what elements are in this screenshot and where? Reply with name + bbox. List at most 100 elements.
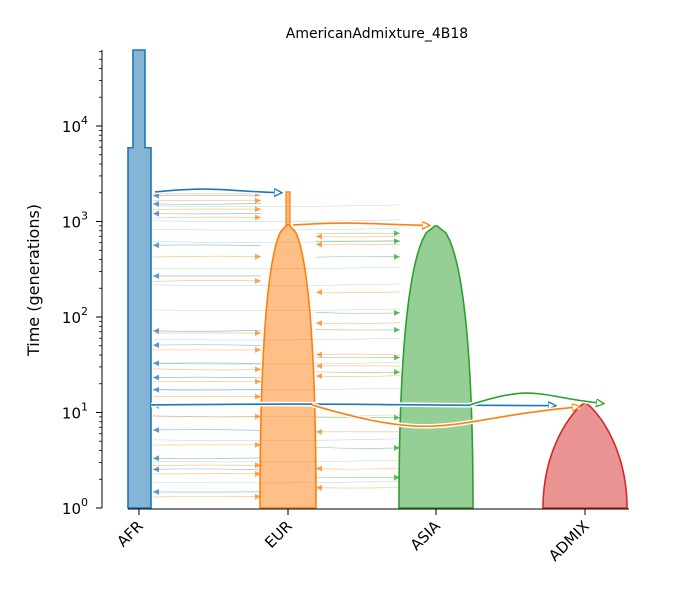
migration-line [152,244,262,246]
migration-arrowhead [394,238,400,245]
migration-arrowhead [153,426,159,433]
y-minor-ticks [99,51,102,480]
migration-line [152,219,401,222]
migration-arrowhead [316,428,322,435]
y-tick-label: 102 [62,305,88,327]
migration-line [315,375,401,377]
migration-line [152,212,262,215]
migration-arrowhead [394,230,400,237]
migration-line [152,240,401,243]
migration-arrowhead [316,233,322,240]
migration-arrowhead [255,206,261,213]
migration-line [152,280,262,282]
migration-arrowhead [394,444,400,451]
migration-arrowhead [255,366,261,373]
migration-arrowhead [255,470,261,477]
deme-eur-bottleneck [285,191,291,226]
deme-asia [398,225,474,509]
migration-line [152,344,262,346]
x-tick-label: AFR [113,517,146,550]
migration-line [315,446,401,449]
y-tick-label: 101 [62,401,88,423]
deme-eur [259,224,317,509]
migration-arrowhead [255,346,261,353]
migration-line [152,255,262,258]
migration-arrowhead [316,351,322,358]
migration-arrowhead [316,465,322,472]
y-tick-label: 104 [62,114,88,136]
migration-line [152,368,262,371]
migration-arrowhead [255,330,261,337]
migration-arrowhead [153,200,159,207]
y-axis-label: Time (generations) [24,204,43,357]
migration-line [152,204,401,207]
migration-lines [152,190,401,500]
migration-arrowhead [316,320,322,327]
migration-arrowhead [255,462,261,469]
migration-arrowhead [153,342,159,349]
migration-line [152,464,262,467]
migration-arrowhead [316,289,322,296]
migration-line [152,329,262,332]
pulse-arrow [154,188,282,193]
migration-arrowhead [394,414,400,421]
migration-line [152,376,262,379]
migration-arrowhead [255,413,261,420]
migration-arrowhead [394,326,400,333]
migration-line [315,243,401,246]
migration-line [315,322,401,324]
deme-shapes [127,49,628,509]
y-major-ticks: 100 101 102 103 104 [62,114,102,518]
migration-arrowhead [153,242,159,249]
migration-arrowhead [153,210,159,217]
migration-line [152,228,401,231]
migration-line [152,203,262,205]
deme-afr [127,49,152,509]
migration-arrowhead [153,192,159,199]
migration-line [315,311,401,314]
migration-arrowhead [255,253,261,260]
migration-arrowhead [153,360,159,367]
migration-arrowhead [255,493,261,500]
migration-arrowhead [255,277,261,284]
migration-arrowhead [316,241,322,248]
migration-arrowhead [394,474,400,481]
migration-arrowhead [255,441,261,448]
migration-line [152,195,262,197]
migration-line [315,256,401,258]
migration-arrowhead [153,327,159,334]
migration-arrowhead [316,362,322,369]
migration-line [315,487,401,489]
migration-arrowhead [255,378,261,385]
migration-line [315,291,401,293]
migration-arrowhead [394,354,400,361]
migration-arrowhead [255,393,261,400]
migration-arrowhead [255,197,261,204]
x-axis: AFR EUR ASIA ADMIX [113,508,629,565]
migration-line [152,362,262,364]
pulse-arrows [150,186,604,429]
migration-line [315,235,401,238]
migration-arrowhead [153,374,159,381]
migration-arrowhead [153,466,159,473]
migration-arrowhead [394,369,400,376]
deme-admix [542,402,628,509]
migration-line [315,371,401,373]
migration-arrowhead [394,253,400,260]
migration-arrowhead [394,309,400,316]
migration-arrowhead [153,386,159,393]
migration-line [152,389,262,391]
y-tick-label: 100 [62,496,88,518]
x-tick-label: ADMIX [545,517,593,565]
x-tick-label: ASIA [407,517,445,555]
migration-arrowhead [153,272,159,279]
migration-arrowhead [316,373,322,380]
x-tick-label: EUR [261,517,296,552]
pulse-arrow [311,405,580,428]
migration-arrowhead [153,455,159,462]
migration-line [152,415,262,418]
migration-line [152,429,262,431]
migration-arrowhead [316,484,322,491]
migration-arrowhead [255,214,261,221]
